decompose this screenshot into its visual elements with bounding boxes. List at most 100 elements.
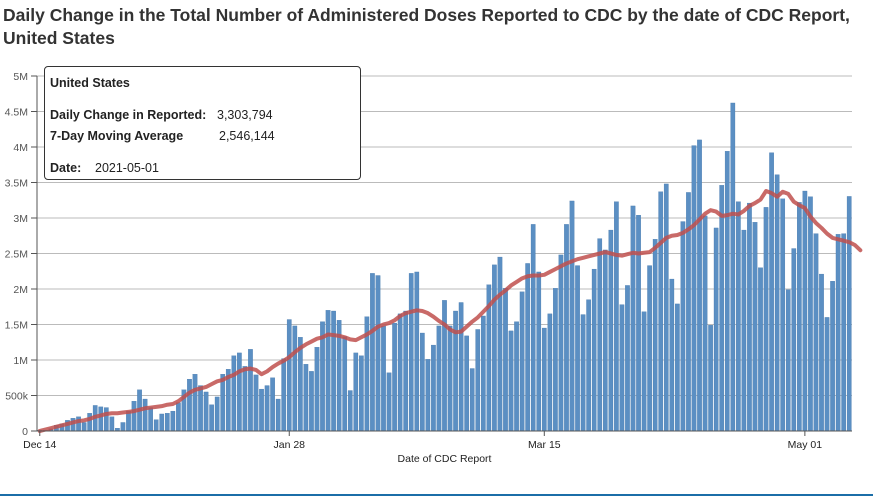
bar[interactable] <box>636 215 641 432</box>
bar[interactable] <box>569 200 575 432</box>
bar[interactable] <box>375 275 381 432</box>
bar[interactable] <box>525 263 530 432</box>
bar[interactable] <box>647 265 652 432</box>
bar[interactable] <box>203 391 209 432</box>
bar[interactable] <box>353 352 359 432</box>
bar[interactable] <box>480 315 486 432</box>
bar[interactable] <box>802 190 808 432</box>
bar[interactable] <box>292 325 298 432</box>
bar[interactable] <box>403 310 409 432</box>
bar[interactable] <box>702 215 708 432</box>
bar[interactable] <box>314 347 320 432</box>
bar[interactable] <box>347 390 353 432</box>
bar[interactable] <box>736 201 741 432</box>
bar[interactable] <box>370 273 375 432</box>
bar[interactable] <box>126 410 131 432</box>
bar[interactable] <box>713 227 719 432</box>
bar[interactable] <box>652 239 658 432</box>
bar[interactable] <box>209 404 214 432</box>
bar[interactable] <box>87 413 92 432</box>
bar[interactable] <box>98 406 104 432</box>
bar[interactable] <box>431 344 436 432</box>
bar[interactable] <box>763 207 769 432</box>
bar[interactable] <box>797 202 802 432</box>
bar[interactable] <box>586 299 591 432</box>
bar[interactable] <box>397 313 403 432</box>
bar[interactable] <box>752 222 758 432</box>
bar[interactable] <box>547 313 553 432</box>
bar[interactable] <box>558 254 564 432</box>
bar[interactable] <box>442 300 447 432</box>
bar[interactable] <box>780 198 786 432</box>
bar[interactable] <box>530 224 536 432</box>
bar[interactable] <box>669 278 675 432</box>
bar[interactable] <box>497 256 503 432</box>
bar[interactable] <box>785 289 791 432</box>
bar[interactable] <box>425 359 431 432</box>
bar[interactable] <box>808 196 813 432</box>
bar[interactable] <box>342 336 348 432</box>
bar[interactable] <box>758 267 763 432</box>
bar[interactable] <box>309 371 314 432</box>
bar[interactable] <box>231 355 237 432</box>
bar[interactable] <box>846 196 852 432</box>
bar[interactable] <box>597 238 603 432</box>
bar[interactable] <box>220 374 226 432</box>
bar[interactable] <box>408 273 414 432</box>
bar[interactable] <box>625 285 630 432</box>
bar[interactable] <box>120 422 126 432</box>
bar[interactable] <box>708 325 713 432</box>
bar[interactable] <box>103 407 109 432</box>
bar[interactable] <box>614 201 619 432</box>
bar[interactable] <box>691 145 697 432</box>
bar[interactable] <box>153 419 159 432</box>
bar[interactable] <box>270 377 275 432</box>
bar[interactable] <box>176 402 181 432</box>
bar[interactable] <box>447 325 453 432</box>
bar[interactable] <box>198 385 203 432</box>
bar[interactable] <box>259 388 264 432</box>
bar[interactable] <box>303 364 309 432</box>
bar[interactable] <box>658 191 664 432</box>
bar[interactable] <box>580 314 586 432</box>
bar[interactable] <box>514 321 519 432</box>
bar[interactable] <box>730 102 736 432</box>
bar[interactable] <box>264 385 270 432</box>
bar[interactable] <box>508 330 514 432</box>
bar[interactable] <box>791 248 797 432</box>
bar[interactable] <box>458 302 464 432</box>
bar[interactable] <box>436 325 442 432</box>
bar[interactable] <box>602 249 608 432</box>
bar[interactable] <box>420 332 425 432</box>
bar[interactable] <box>170 410 176 432</box>
bar[interactable] <box>253 374 259 432</box>
bar[interactable] <box>591 268 597 432</box>
bar[interactable] <box>492 264 497 432</box>
bar[interactable] <box>641 311 647 432</box>
bar[interactable] <box>697 139 702 432</box>
bar[interactable] <box>392 322 397 432</box>
bar[interactable] <box>214 396 220 432</box>
bar[interactable] <box>553 288 558 432</box>
bar[interactable] <box>242 366 248 432</box>
bar[interactable] <box>774 174 780 432</box>
bar[interactable] <box>331 310 336 432</box>
bar[interactable] <box>464 335 469 432</box>
bar[interactable] <box>663 183 669 432</box>
bar[interactable] <box>325 310 331 432</box>
bar[interactable] <box>148 407 153 432</box>
bar[interactable] <box>813 233 819 432</box>
bar[interactable] <box>824 317 830 432</box>
bar[interactable] <box>453 310 458 432</box>
bar[interactable] <box>164 413 170 432</box>
bar[interactable] <box>719 185 725 432</box>
bar[interactable] <box>819 273 824 432</box>
bar[interactable] <box>747 202 752 432</box>
bar[interactable] <box>131 401 137 432</box>
bar[interactable] <box>536 271 542 432</box>
bar[interactable] <box>564 224 569 432</box>
bar[interactable] <box>187 379 192 432</box>
bar[interactable] <box>608 229 614 432</box>
bar[interactable] <box>541 327 547 432</box>
bar[interactable] <box>475 329 481 432</box>
